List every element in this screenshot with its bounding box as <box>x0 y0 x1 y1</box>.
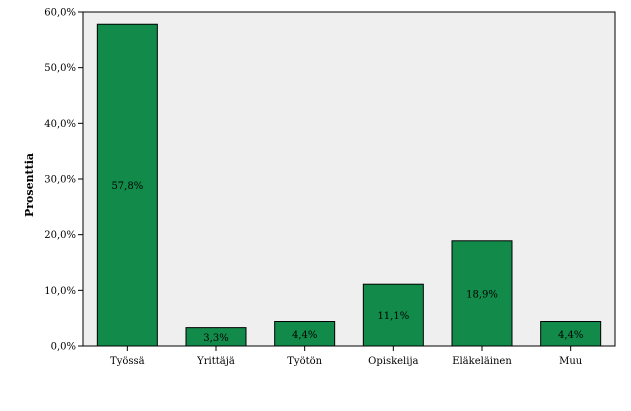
data-label-1: 3,3% <box>203 333 228 344</box>
data-label-2: 4,4% <box>292 330 317 341</box>
data-label-5: 4,4% <box>558 330 583 341</box>
bar-5 <box>540 321 602 347</box>
y-axis-ticks: 0,0% 10,0% 20,0% 30,0% 40,0% 50,0% 60,0% <box>44 8 83 353</box>
y-tick-label: 20,0% <box>44 230 76 241</box>
bar-2 <box>274 321 336 347</box>
x-category-label-5: Muu <box>559 356 583 367</box>
y-tick-label: 10,0% <box>44 286 76 297</box>
y-tick-label: 60,0% <box>44 8 76 19</box>
x-category-label-4: Eläkeläinen <box>452 356 512 367</box>
plot-area <box>82 11 616 347</box>
x-category-label-0: Työssä <box>110 356 145 367</box>
x-category-label-1: Yrittäjä <box>196 356 235 367</box>
x-category-label-2: Työtön <box>287 356 322 367</box>
x-category-label-3: Opiskelija <box>368 356 418 367</box>
y-tick-label: 30,0% <box>44 175 76 186</box>
data-label-3: 11,1% <box>377 311 409 322</box>
data-label-0: 57,8% <box>111 181 143 192</box>
data-label-4: 18,9% <box>466 289 498 300</box>
x-axis-labels: Työssä Yrittäjä Työtön Opiskelija Eläkeläine… <box>110 346 583 367</box>
bar-3 <box>362 283 424 347</box>
y-tick-label: 50,0% <box>44 63 76 74</box>
y-axis-title: Prosenttia <box>23 153 36 217</box>
y-tick-label: 0,0% <box>51 342 76 353</box>
y-tick-label: 40,0% <box>44 119 76 130</box>
bar-4 <box>451 240 513 347</box>
